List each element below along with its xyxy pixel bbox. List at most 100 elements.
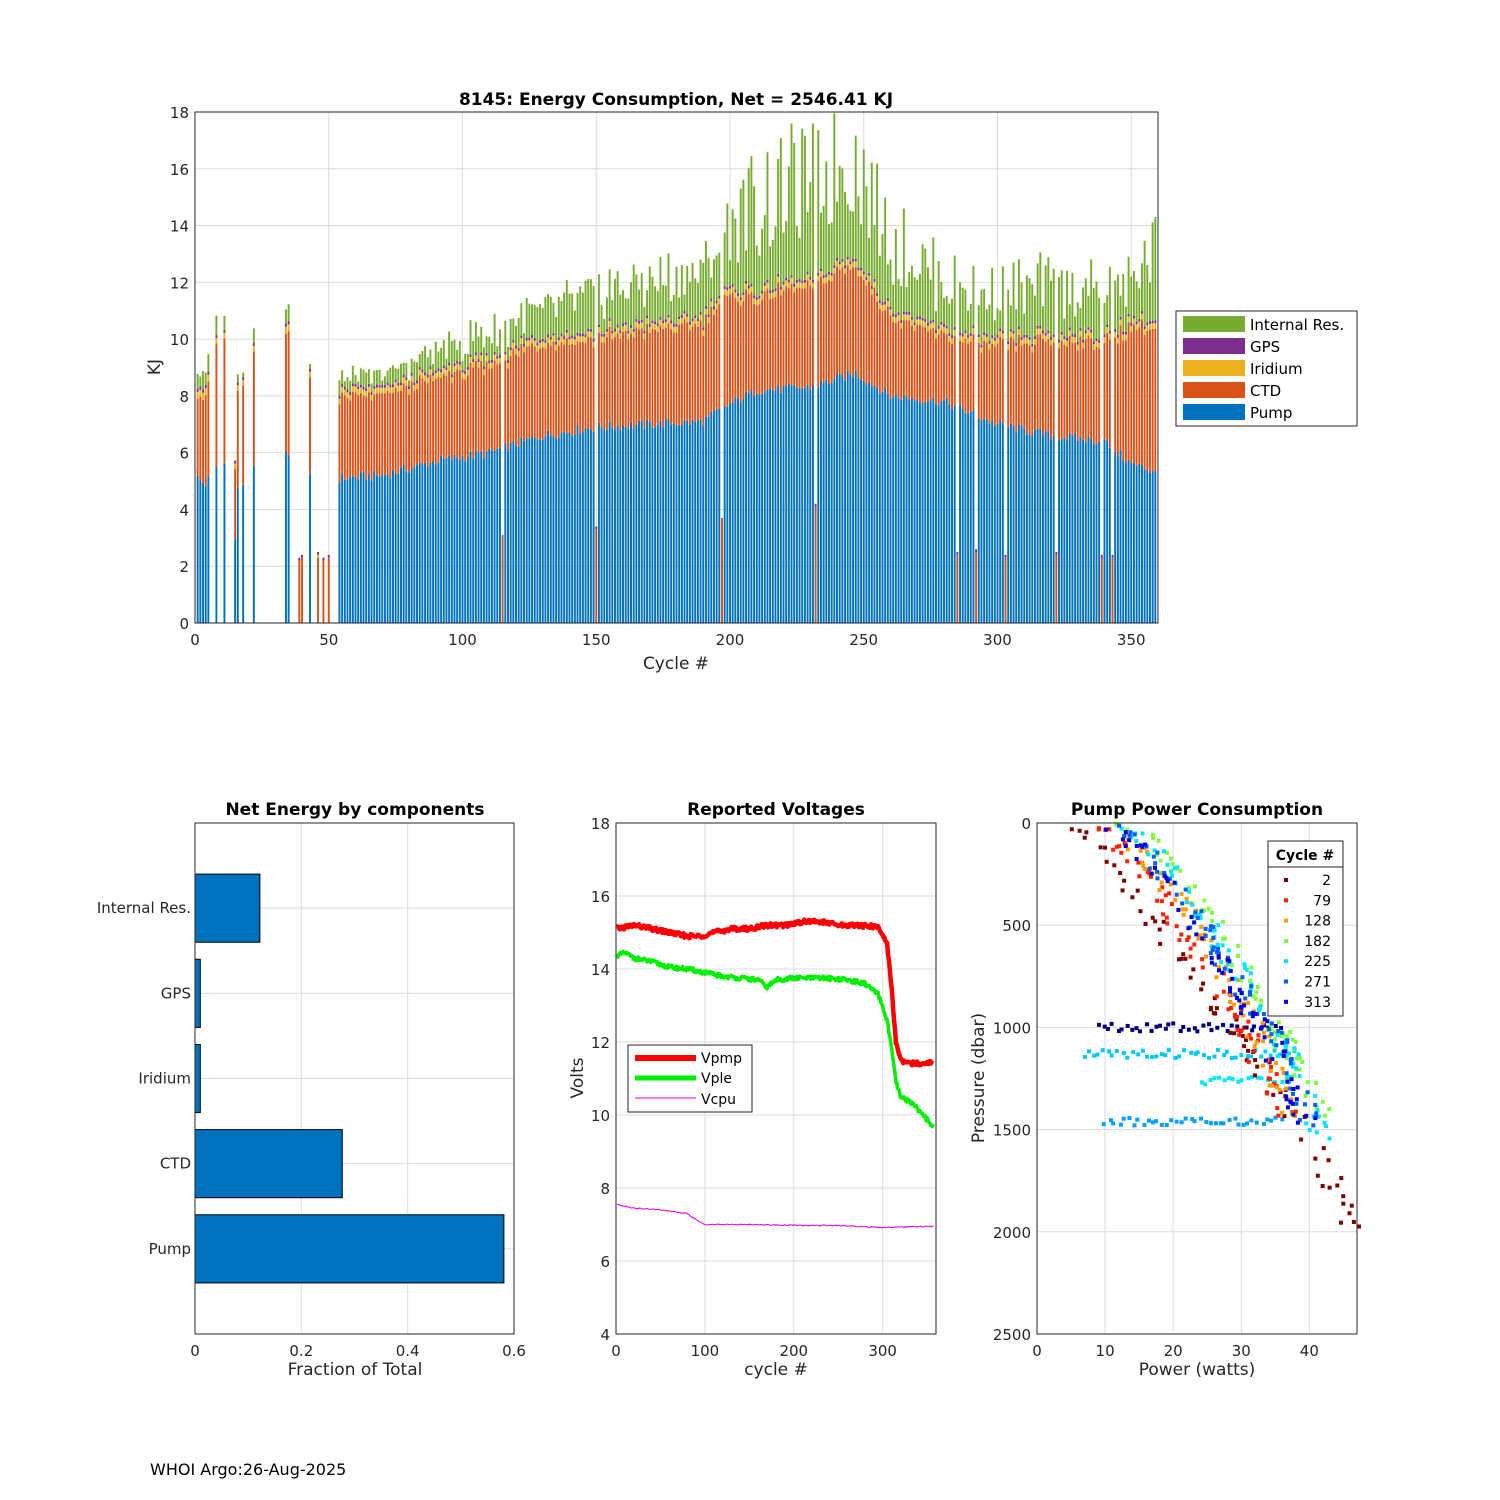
energy-bar-iridium — [980, 347, 983, 354]
energy-bar-iridium — [771, 292, 774, 299]
energy-bar-gps — [828, 271, 830, 275]
energy-bar-pump — [1020, 425, 1023, 623]
energy-bar-pump — [646, 419, 649, 623]
energy-bar-iridium — [539, 342, 542, 349]
energy-bar-gps — [507, 360, 509, 363]
energy-bar-gps — [870, 286, 873, 289]
energy-bar-internal-res — [400, 363, 402, 383]
energy-bar-gps — [790, 274, 793, 278]
energy-bar-gps — [204, 384, 207, 389]
energy-bar-internal-res — [969, 303, 972, 334]
energy-bar-gps — [801, 280, 804, 284]
energy-bar-gps — [654, 321, 657, 325]
energy-bar-iridium — [592, 341, 595, 348]
voltages-xtick-label: 300 — [868, 1342, 897, 1360]
energy-bar-iridium — [1098, 342, 1101, 349]
energy-bar-ctd — [809, 285, 812, 391]
energy-bar-pump — [745, 391, 748, 623]
energy-bar-ctd — [1004, 557, 1007, 623]
energy-bar-ctd — [595, 529, 598, 623]
pump-power-point — [1166, 1022, 1171, 1027]
energy-bar-internal-res — [383, 376, 386, 385]
energy-bar-internal-res — [1127, 256, 1130, 314]
energy-bar-internal-res — [605, 297, 608, 329]
energy-bar-iridium — [1151, 323, 1154, 329]
energy-bar-ctd — [1001, 339, 1004, 424]
energy-xtick-label: 200 — [716, 631, 745, 649]
pump-power-point — [1267, 1060, 1272, 1065]
pump-power-point — [1249, 1118, 1254, 1123]
energy-bar-pump — [611, 427, 614, 623]
energy-bar-iridium — [691, 321, 694, 328]
energy-bar-internal-res — [507, 346, 509, 361]
pump-power-point — [1199, 924, 1204, 929]
energy-bar-ctd — [442, 373, 445, 459]
energy-bar-pump — [675, 425, 678, 623]
energy-bar-iridium — [378, 387, 381, 394]
energy-bar-internal-res — [482, 347, 485, 367]
energy-bar-gps — [480, 352, 483, 356]
energy-bar-gps — [236, 382, 239, 386]
pump-power-point — [1162, 871, 1167, 876]
energy-bar-pump — [531, 436, 534, 623]
pump-legend-label: 313 — [1304, 995, 1331, 1011]
energy-bar-iridium — [1007, 344, 1010, 350]
energy-bar-gps — [1020, 337, 1023, 340]
pump-power-point — [1261, 1011, 1266, 1016]
energy-bar-ctd — [1084, 338, 1087, 443]
energy-bar-pump — [632, 428, 635, 623]
energy-ytick-label: 14 — [170, 218, 189, 236]
energy-bar-internal-res — [948, 303, 951, 334]
energy-bar-gps — [413, 382, 416, 386]
energy-bar-internal-res — [469, 320, 472, 355]
pump-power-point — [1122, 878, 1127, 883]
pump-power-point — [1294, 1066, 1299, 1071]
energy-bar-gps — [659, 316, 662, 320]
pump-power-point — [1315, 1108, 1320, 1113]
pump-power-point — [1305, 1080, 1310, 1085]
energy-bar-iridium — [921, 320, 924, 327]
pump-power-point — [1177, 1054, 1182, 1059]
energy-bar-gps — [338, 395, 341, 399]
energy-bar-ctd — [651, 328, 654, 428]
pump-power-point — [1170, 873, 1175, 878]
energy-bar-internal-res — [434, 341, 437, 371]
pump-power-point — [1183, 1116, 1188, 1121]
pump-power-point — [1172, 880, 1177, 885]
voltages-ytick-label: 12 — [591, 1034, 610, 1052]
component-bar — [194, 873, 261, 943]
energy-bar-gps — [565, 329, 568, 333]
energy-bar-pump — [581, 432, 584, 623]
energy-bar-internal-res — [731, 209, 734, 284]
energy-bar-pump — [688, 424, 691, 623]
energy-bar-pump — [731, 402, 734, 623]
energy-bar-gps — [635, 318, 638, 322]
component-bar — [194, 958, 201, 1028]
energy-bar-gps — [1111, 554, 1114, 558]
energy-bar-iridium — [913, 325, 916, 331]
pump-power-point — [1189, 915, 1194, 920]
pump-power-point — [1243, 1037, 1248, 1042]
energy-bar-internal-res — [410, 358, 413, 373]
energy-bar-ctd — [763, 291, 766, 393]
energy-bar-pump — [726, 406, 729, 623]
energy-bar-iridium — [440, 372, 443, 379]
energy-bar-gps — [1015, 342, 1018, 346]
energy-bar-iridium — [432, 375, 435, 382]
pump-power-point — [1281, 1053, 1286, 1058]
legend-label-vcpu: Vcpu — [701, 1092, 736, 1108]
pump-power-point — [1285, 1038, 1290, 1043]
energy-bar-ctd — [943, 332, 945, 401]
energy-bar-internal-res — [892, 284, 895, 314]
energy-bar-pump — [600, 427, 603, 623]
energy-bar-pump — [579, 433, 582, 623]
pump-power-point — [1119, 850, 1124, 855]
energy-bar-iridium — [852, 261, 855, 268]
energy-bar-gps — [1055, 552, 1058, 555]
energy-bar-iridium — [635, 321, 638, 328]
energy-bar-internal-res — [704, 241, 707, 306]
energy-bar-internal-res — [699, 259, 702, 312]
energy-bar-pump — [196, 475, 199, 623]
energy-bar-ctd — [520, 343, 523, 438]
energy-bar-gps — [354, 383, 357, 387]
